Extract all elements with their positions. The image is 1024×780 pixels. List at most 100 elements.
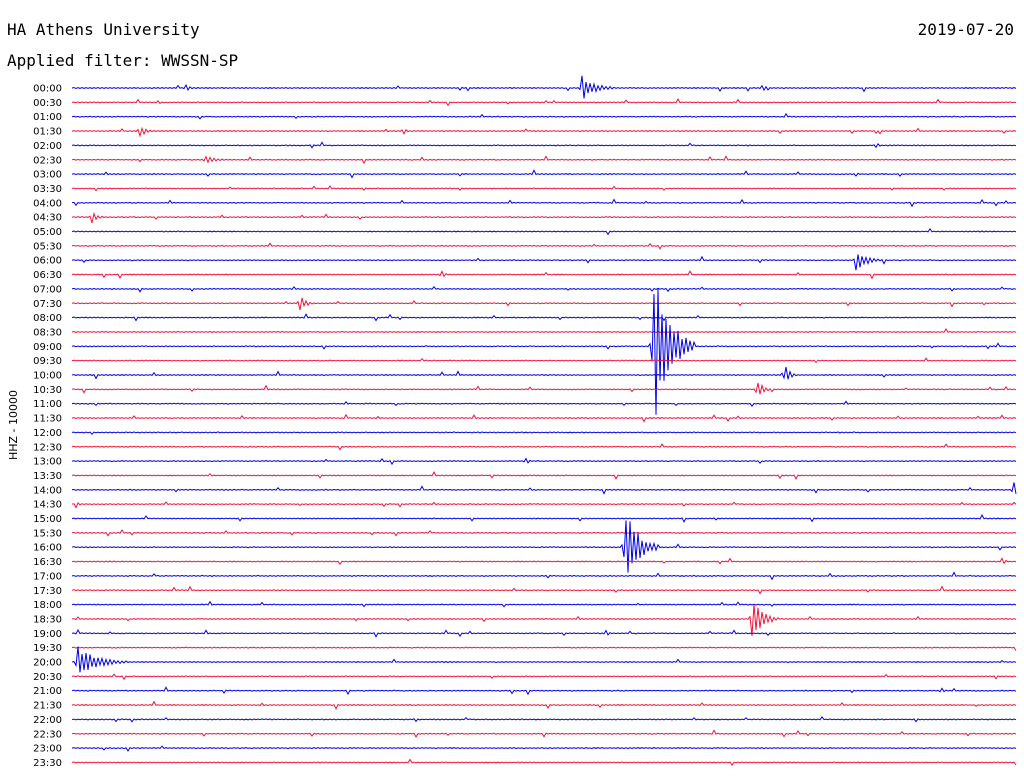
time-tick-label: 22:00 — [33, 715, 62, 726]
filter-label: Applied filter: WWSSN-SP — [7, 51, 239, 70]
time-tick-label: 13:30 — [33, 471, 62, 482]
seismic-trace — [71, 366, 1017, 380]
station-title: HA Athens University — [7, 20, 200, 39]
seismic-trace — [71, 673, 1017, 681]
time-tick-label: 20:00 — [33, 658, 62, 669]
time-tick-label: 08:30 — [33, 327, 62, 338]
time-tick-label: 04:00 — [33, 198, 62, 209]
seismic-trace — [71, 169, 1017, 179]
time-tick-label: 10:30 — [33, 385, 62, 396]
time-tick-label: 19:30 — [33, 643, 62, 654]
seismic-trace — [71, 328, 1017, 334]
seismic-trace — [71, 211, 1017, 223]
seismic-trace — [71, 413, 1017, 423]
time-tick-label: 22:30 — [33, 729, 62, 740]
y-axis-label: HHZ - 10000 — [7, 390, 20, 460]
time-tick-label: 23:30 — [33, 758, 62, 769]
seismic-trace — [71, 745, 1017, 752]
time-tick-label: 11:30 — [33, 414, 62, 425]
seismic-trace — [71, 729, 1017, 739]
seismic-trace — [71, 270, 1017, 280]
time-tick-label: 01:30 — [33, 127, 62, 138]
time-tick-label: 02:00 — [33, 141, 62, 152]
time-tick-label: 14:30 — [33, 500, 62, 511]
time-tick-label: 20:30 — [33, 672, 62, 683]
seismic-trace — [71, 185, 1017, 192]
seismic-trace — [71, 75, 1017, 99]
seismic-trace — [71, 313, 1017, 322]
seismic-trace — [71, 112, 1017, 120]
time-tick-label: 15:00 — [33, 514, 62, 525]
time-tick-label: 12:00 — [33, 428, 62, 439]
time-tick-label: 03:00 — [33, 170, 62, 181]
time-tick-label: 02:30 — [33, 155, 62, 166]
time-tick-label: 21:30 — [33, 701, 62, 712]
seismic-trace — [71, 242, 1017, 250]
seismic-trace — [71, 443, 1017, 451]
seismic-trace — [71, 198, 1017, 208]
time-tick-label: 16:30 — [33, 557, 62, 568]
time-tick-label: 09:30 — [33, 356, 62, 367]
time-tick-label: 23:00 — [33, 744, 62, 755]
seismic-trace — [71, 155, 1017, 165]
time-tick-label: 04:30 — [33, 213, 62, 224]
seismic-trace — [71, 400, 1017, 407]
time-tick-label: 18:30 — [33, 614, 62, 625]
date-label: 2019-07-20 — [917, 20, 1014, 39]
seismic-trace — [71, 141, 1017, 149]
time-tick-label: 00:00 — [33, 84, 62, 95]
seismic-trace — [71, 501, 1017, 509]
seismic-trace — [71, 288, 1017, 415]
seismic-trace — [71, 686, 1017, 696]
seismic-trace — [71, 514, 1017, 523]
seismic-trace — [71, 297, 1017, 311]
time-tick-label: 17:30 — [33, 586, 62, 597]
time-tick-label: 01:00 — [33, 112, 62, 123]
time-tick-label: 06:30 — [33, 270, 62, 281]
time-tick-label: 05:00 — [33, 227, 62, 238]
time-tick-label: 07:00 — [33, 284, 62, 295]
seismic-trace — [71, 357, 1017, 364]
seismic-trace — [71, 431, 1017, 436]
time-tick-label: 07:30 — [33, 299, 62, 310]
seismic-trace — [71, 646, 1017, 651]
seismic-trace — [71, 254, 1017, 271]
time-tick-label: 17:00 — [33, 571, 62, 582]
time-tick-label: 18:00 — [33, 600, 62, 611]
time-tick-label: 12:30 — [33, 442, 62, 453]
seismic-trace — [71, 482, 1017, 495]
seismic-trace — [71, 716, 1017, 723]
time-tick-label: 06:00 — [33, 256, 62, 267]
time-tick-label: 00:30 — [33, 98, 62, 109]
seismic-trace — [71, 382, 1017, 395]
time-tick-label: 15:30 — [33, 528, 62, 539]
time-tick-label: 09:00 — [33, 342, 62, 353]
time-tick-label: 11:00 — [33, 399, 62, 410]
time-tick-label: 05:30 — [33, 241, 62, 252]
seismic-trace — [71, 646, 1017, 673]
seismic-trace — [71, 457, 1017, 466]
seismic-trace — [71, 700, 1017, 710]
seismic-trace — [71, 571, 1017, 581]
time-tick-label: 13:00 — [33, 457, 62, 468]
seismic-trace — [71, 520, 1017, 573]
seismic-trace — [71, 529, 1017, 537]
seismic-trace — [71, 228, 1017, 236]
seismic-trace — [71, 471, 1017, 480]
time-tick-label: 10:00 — [33, 371, 62, 382]
seismic-trace — [71, 286, 1017, 293]
time-tick-label: 08:00 — [33, 313, 62, 324]
time-tick-label: 21:00 — [33, 686, 62, 697]
seismic-trace — [71, 97, 1017, 107]
seismic-trace — [71, 126, 1017, 138]
time-tick-label: 14:00 — [33, 485, 62, 496]
seismic-trace — [71, 585, 1017, 595]
seismic-trace — [71, 604, 1017, 636]
time-tick-label: 19:00 — [33, 629, 62, 640]
time-tick-label: 03:30 — [33, 184, 62, 195]
seismic-trace — [71, 758, 1017, 767]
seismic-trace — [71, 600, 1017, 608]
time-tick-label: 16:00 — [33, 543, 62, 554]
seismic-trace — [71, 557, 1017, 565]
